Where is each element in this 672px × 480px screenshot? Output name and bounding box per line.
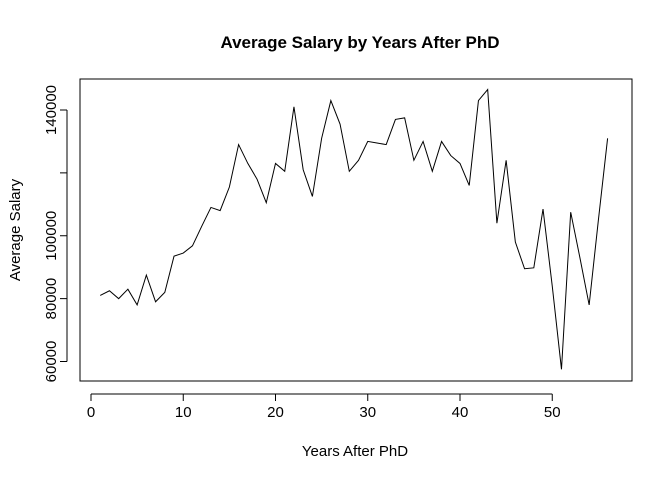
y-tick-label: 80000 bbox=[43, 278, 60, 320]
x-axis-label: Years After PhD bbox=[302, 443, 408, 460]
y-axis: 60000 80000 100000 140000 bbox=[43, 85, 68, 383]
chart-title: Average Salary by Years After PhD bbox=[220, 33, 499, 52]
plot-frame bbox=[79, 78, 633, 382]
y-axis-label: Average Salary bbox=[7, 178, 24, 281]
x-tick-label: 40 bbox=[452, 404, 469, 421]
x-axis: 0 10 20 30 40 50 bbox=[87, 393, 561, 421]
salary-series-line bbox=[99, 88, 609, 370]
x-tick-label: 30 bbox=[359, 404, 376, 421]
x-tick-label: 20 bbox=[267, 404, 284, 421]
x-tick-label: 10 bbox=[175, 404, 192, 421]
x-tick-label: 0 bbox=[87, 404, 95, 421]
data-points bbox=[99, 88, 609, 371]
y-tick-label: 60000 bbox=[43, 341, 60, 383]
y-tick-label: 140000 bbox=[43, 85, 60, 135]
y-tick-label: 100000 bbox=[43, 211, 60, 261]
x-tick-label: 50 bbox=[544, 404, 561, 421]
